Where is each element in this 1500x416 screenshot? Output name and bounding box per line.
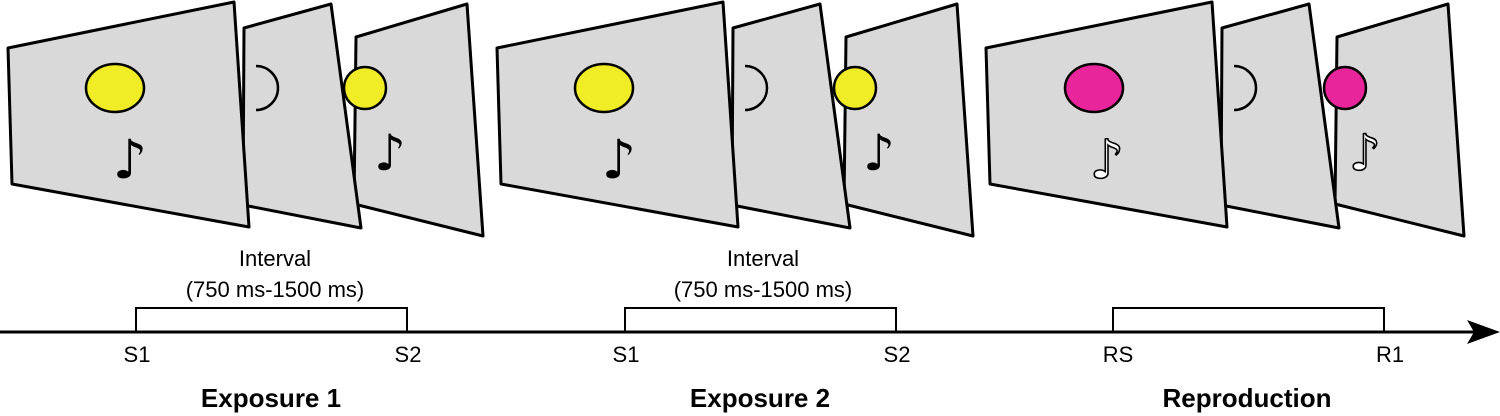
stimulus-circle bbox=[1322, 65, 1368, 111]
event-label-r1: R1 bbox=[1376, 342, 1404, 367]
time-axis-arrowhead bbox=[1467, 320, 1500, 344]
stimulus-circle-partial bbox=[744, 64, 769, 112]
event-label-s1: S1 bbox=[613, 342, 640, 367]
screen-panel-r1 bbox=[1333, 2, 1466, 238]
interval-bracket bbox=[624, 307, 897, 332]
stimulus-circle bbox=[832, 65, 878, 111]
stimulus-circle bbox=[84, 62, 146, 114]
phase-title: Reproduction bbox=[1163, 383, 1332, 413]
phase-exposure-2: ♪ ♪ bbox=[495, 0, 975, 238]
stimulus-circle bbox=[573, 62, 635, 114]
screen-panel-blank bbox=[1219, 2, 1341, 230]
phase-title: Exposure 2 bbox=[690, 383, 830, 413]
phase-titles: Exposure 1 Exposure 2 Reproduction bbox=[201, 383, 1332, 413]
interval-bracket bbox=[135, 307, 408, 332]
screen-panel-s2 bbox=[352, 2, 485, 238]
screen-panel-s1 bbox=[495, 0, 740, 229]
event-label-s1: S1 bbox=[124, 342, 151, 367]
stimulus-circle-partial bbox=[255, 64, 280, 112]
interval-bracket bbox=[1112, 307, 1385, 332]
interval-label: Interval bbox=[239, 246, 311, 271]
stimulus-circle-partial bbox=[1233, 64, 1258, 112]
tone-note-outline-icon: ♪ bbox=[1090, 128, 1124, 191]
phase-reproduction: ♪ ♪ bbox=[984, 0, 1466, 238]
interval-duration-label: (750 ms-1500 ms) bbox=[674, 277, 853, 302]
screen-panel-rs bbox=[984, 0, 1229, 229]
tone-note-outline-icon: ♪ bbox=[1349, 124, 1381, 182]
phase-title: Exposure 1 bbox=[201, 383, 341, 413]
screen-panel-s1 bbox=[6, 0, 251, 229]
tone-note-icon: ♪ bbox=[602, 128, 636, 191]
interval-label: Interval bbox=[727, 246, 799, 271]
screen-panel-blank bbox=[241, 2, 363, 230]
phase-exposure-1: ♪ ♪ bbox=[6, 0, 485, 238]
timeline: Interval (750 ms-1500 ms) Interval (750 … bbox=[0, 246, 1500, 367]
stimulus-circle bbox=[342, 65, 388, 111]
event-label-s2: S2 bbox=[884, 342, 911, 367]
event-label-s2: S2 bbox=[395, 342, 422, 367]
event-label-rs: RS bbox=[1103, 342, 1134, 367]
stimulus-circle bbox=[1063, 62, 1125, 114]
screen-panel-blank bbox=[730, 2, 852, 230]
tone-note-icon: ♪ bbox=[374, 124, 406, 182]
tone-note-icon: ♪ bbox=[113, 128, 147, 191]
tone-note-icon: ♪ bbox=[863, 124, 895, 182]
interval-duration-label: (750 ms-1500 ms) bbox=[186, 277, 365, 302]
screen-panel-s2 bbox=[842, 2, 975, 238]
